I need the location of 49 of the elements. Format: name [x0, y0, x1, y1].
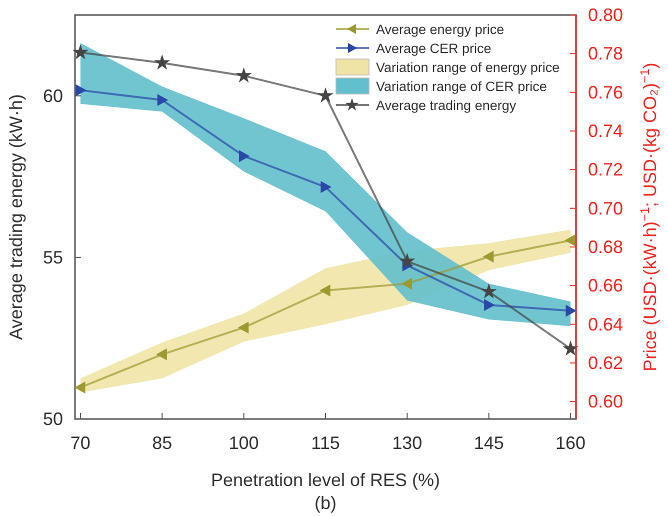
y-tick-label: 60	[42, 86, 63, 106]
legend-label: Average energy price	[376, 22, 504, 37]
y2-tick-label: 0.64	[588, 314, 624, 334]
legend-label: Average trading energy	[376, 98, 516, 113]
y2-tick-label: 0.70	[588, 198, 624, 218]
y2-tick-label: 0.78	[588, 44, 624, 64]
y-tick-label: 50	[42, 409, 63, 429]
point	[156, 348, 167, 360]
point	[399, 252, 416, 268]
x-tick-label: 130	[392, 433, 422, 453]
y2-tick-label: 0.76	[588, 82, 624, 102]
point	[157, 94, 168, 106]
y2-tick-label: 0.60	[588, 392, 624, 412]
point	[72, 44, 88, 60]
point	[154, 54, 170, 70]
point	[239, 150, 250, 162]
x-tick-label: 115	[311, 433, 340, 453]
point	[318, 87, 334, 103]
point	[482, 250, 494, 263]
legend-label: Average CER price	[376, 41, 492, 56]
point	[401, 278, 412, 290]
y2-tick-label: 0.62	[588, 352, 624, 373]
point	[320, 181, 332, 194]
y2-tick-label: 0.66	[588, 276, 624, 296]
y2-tick-label: 0.68	[588, 236, 624, 257]
point	[566, 304, 577, 317]
point	[480, 283, 497, 298]
point	[74, 381, 86, 394]
annotation: Variation range of CER price	[376, 79, 547, 94]
x-tick-label: 100	[228, 433, 259, 453]
y-axis-title: Average trading energy (kW·h)	[6, 94, 26, 340]
point	[236, 67, 252, 83]
x-tick-label: 145	[474, 433, 504, 453]
point	[238, 322, 249, 334]
y2-tick-label: 0.80	[588, 5, 624, 25]
y2-tick-label: 0.72	[588, 160, 624, 180]
point	[562, 340, 579, 356]
text: (b)	[314, 493, 336, 513]
x-tick-label: 70	[70, 433, 90, 453]
point	[76, 84, 86, 96]
point	[320, 284, 330, 296]
y2-tick-label: 0.74	[588, 120, 624, 141]
x-tick-label: 160	[556, 433, 586, 453]
point	[484, 298, 495, 311]
y-tick-label: 55	[42, 247, 63, 268]
x-axis-title: Penetration level of RES (%)	[210, 470, 440, 490]
x-tick-label: 85	[152, 433, 172, 453]
point	[564, 234, 576, 246]
annotation: Variation range of energy price	[376, 60, 560, 75]
